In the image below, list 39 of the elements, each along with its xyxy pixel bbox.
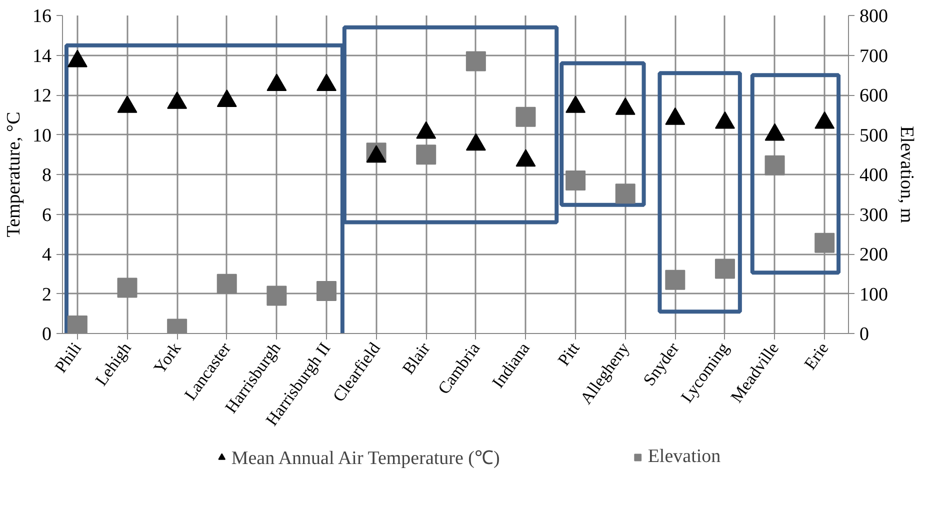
legend-label: Mean Annual Air Temperature (℃)	[231, 447, 500, 470]
y-tick-label: 14	[32, 46, 52, 67]
point	[466, 51, 486, 72]
y-tick-label: 0	[42, 324, 52, 345]
point	[516, 106, 536, 127]
point	[266, 286, 287, 306]
point	[665, 270, 686, 290]
y-tick-label: 12	[32, 86, 52, 106]
point	[615, 184, 636, 204]
y2-tick-label: 400	[860, 165, 888, 186]
legend-label: Elevation	[648, 446, 721, 468]
y2-tick-label: 500	[860, 125, 888, 146]
y-tick-label: 2	[42, 284, 52, 306]
x-tick-label: Pitt	[554, 338, 584, 370]
y2-axis-title: Elevation, m	[896, 126, 917, 224]
y-axis-title: Temperature, °C	[4, 112, 24, 238]
y2-tick-label: 100	[860, 284, 888, 306]
y2-tick-label: 700	[860, 46, 888, 67]
x-tick-label: York	[150, 338, 186, 378]
y2-tick-label: 0	[860, 324, 869, 345]
x-tick-label: Erie	[800, 338, 832, 374]
point	[714, 258, 735, 279]
point	[814, 232, 835, 253]
y-tick-label: 16	[32, 6, 52, 27]
y-tick-label: 10	[32, 125, 52, 146]
point	[216, 274, 237, 294]
point	[566, 170, 586, 190]
point	[67, 316, 88, 334]
y2-tick-label: 300	[860, 204, 888, 226]
y-tick-label: 8	[42, 165, 52, 186]
point	[316, 280, 336, 301]
y-tick-label: 6	[42, 204, 52, 226]
y2-tick-label: 600	[860, 86, 888, 106]
point	[416, 144, 436, 165]
y2-tick-label: 800	[860, 6, 888, 27]
point	[764, 155, 785, 176]
y2-tick-label: 200	[860, 244, 888, 266]
y-tick-label: 4	[42, 244, 52, 266]
point	[117, 278, 138, 298]
